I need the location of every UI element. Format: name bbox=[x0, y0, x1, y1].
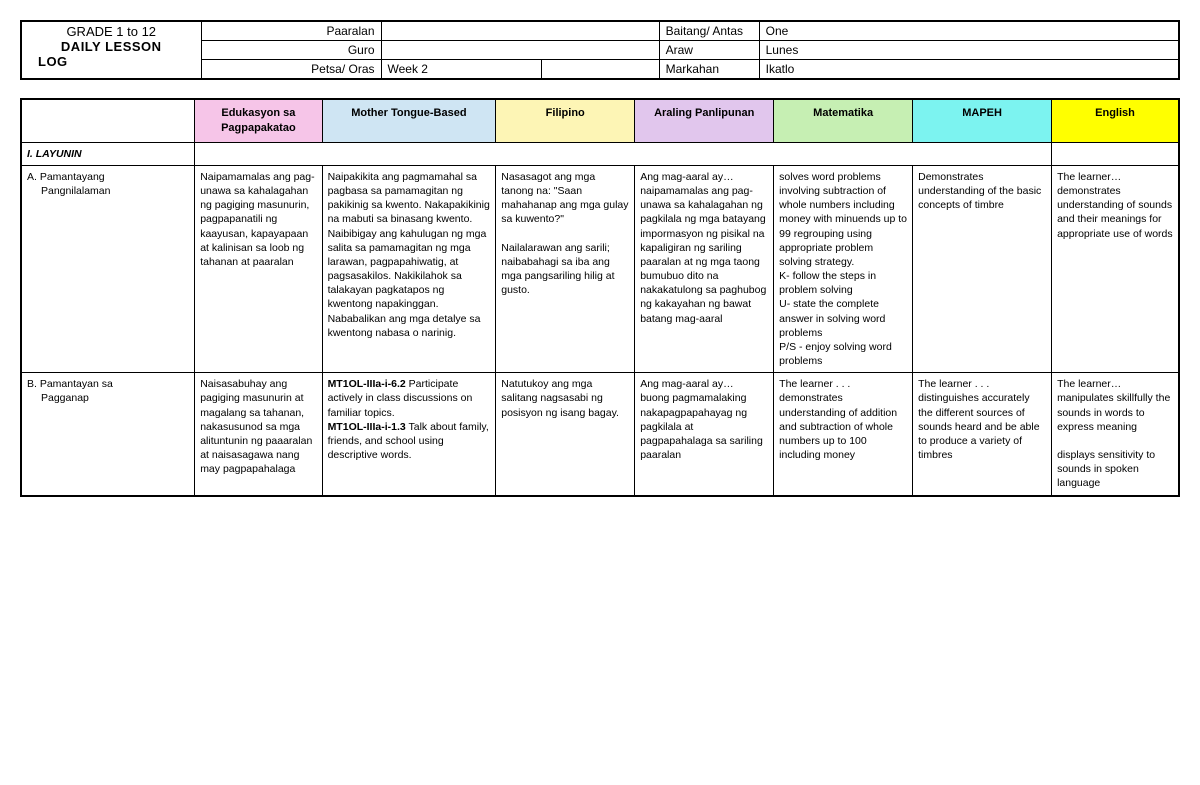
col-ap: Araling Panlipunan bbox=[635, 99, 774, 142]
header-info-table: GRADE 1 to 12 DAILY LESSON LOG Paaralan … bbox=[20, 20, 1180, 80]
title-line1: GRADE 1 to 12 bbox=[28, 24, 195, 39]
rowA-label: A. Pamantayang Pangnilalaman bbox=[21, 165, 195, 372]
col-rowhead bbox=[21, 99, 195, 142]
col-esp: Edukasyon sa Pagpapakatao bbox=[195, 99, 322, 142]
lesson-table: Edukasyon sa Pagpapakatao Mother Tongue-… bbox=[20, 98, 1180, 497]
rowA-eng: The learner… demonstrates understanding … bbox=[1052, 165, 1179, 372]
col-math: Matematika bbox=[774, 99, 913, 142]
value-paaralan bbox=[381, 21, 659, 41]
value-araw: Lunes bbox=[759, 41, 1179, 60]
row-pamantayang-pangnilalaman: A. Pamantayang Pangnilalaman Naipamamala… bbox=[21, 165, 1179, 372]
rowA-math: solves word problems involving subtracti… bbox=[774, 165, 913, 372]
rowA-mtb: Naipakikita ang pagmamahal sa pagbasa sa… bbox=[322, 165, 496, 372]
value-guro bbox=[381, 41, 659, 60]
rowB-mtb: MT1OL-IIIa-i-6.2 Participate actively in… bbox=[322, 373, 496, 496]
subject-header-row: Edukasyon sa Pagpapakatao Mother Tongue-… bbox=[21, 99, 1179, 142]
value-markahan: Ikatlo bbox=[759, 60, 1179, 80]
dll-title-cell: GRADE 1 to 12 DAILY LESSON LOG bbox=[21, 21, 201, 79]
col-mtb: Mother Tongue-Based bbox=[322, 99, 496, 142]
title-line3: LOG bbox=[28, 54, 195, 69]
rowB-math: The learner . . . demonstrates understan… bbox=[774, 373, 913, 496]
value-baitang: One bbox=[759, 21, 1179, 41]
rowA-mapeh: Demonstrates understanding of the basic … bbox=[913, 165, 1052, 372]
rowA-fil: Nasasagot ang mga tanong na: "Saan mahah… bbox=[496, 165, 635, 372]
title-line2: DAILY LESSON bbox=[28, 39, 195, 54]
rowB-mapeh: The learner . . . distinguishes accurate… bbox=[913, 373, 1052, 496]
rowB-label: B. Pamantayan sa Pagganap bbox=[21, 373, 195, 496]
rowB-eng: The learner… manipulates skillfully the … bbox=[1052, 373, 1179, 496]
row-pamantayan-pagganap: B. Pamantayan sa Pagganap Naisasabuhay a… bbox=[21, 373, 1179, 496]
value-petsa2 bbox=[541, 60, 659, 80]
label-petsa: Petsa/ Oras bbox=[201, 60, 381, 80]
label-paaralan: Paaralan bbox=[201, 21, 381, 41]
col-fil: Filipino bbox=[496, 99, 635, 142]
rowB-mtb-code2: MT1OL-IIIa-i-1.3 bbox=[328, 421, 406, 433]
value-petsa: Week 2 bbox=[381, 60, 541, 80]
rowB-esp: Naisasabuhay ang pagiging masunurin at m… bbox=[195, 373, 322, 496]
rowA-esp: Naipamamalas ang pag-unawa sa kahalagaha… bbox=[195, 165, 322, 372]
rowB-ap: Ang mag-aaral ay… buong pagmamalaking na… bbox=[635, 373, 774, 496]
section-layunin-row: I. LAYUNIN bbox=[21, 142, 1179, 165]
label-markahan: Markahan bbox=[659, 60, 759, 80]
label-araw: Araw bbox=[659, 41, 759, 60]
section-blank-span bbox=[195, 142, 1052, 165]
rowB-mtb-code1: MT1OL-IIIa-i-6.2 bbox=[328, 378, 406, 390]
label-guro: Guro bbox=[201, 41, 381, 60]
rowB-fil: Natutukoy ang mga salitang nagsasabi ng … bbox=[496, 373, 635, 496]
col-mapeh: MAPEH bbox=[913, 99, 1052, 142]
rowA-ap: Ang mag-aaral ay… naipamamalas ang pag-u… bbox=[635, 165, 774, 372]
label-baitang: Baitang/ Antas bbox=[659, 21, 759, 41]
col-eng: English bbox=[1052, 99, 1179, 142]
section-blank-eng bbox=[1052, 142, 1179, 165]
section-heading: I. LAYUNIN bbox=[21, 142, 195, 165]
